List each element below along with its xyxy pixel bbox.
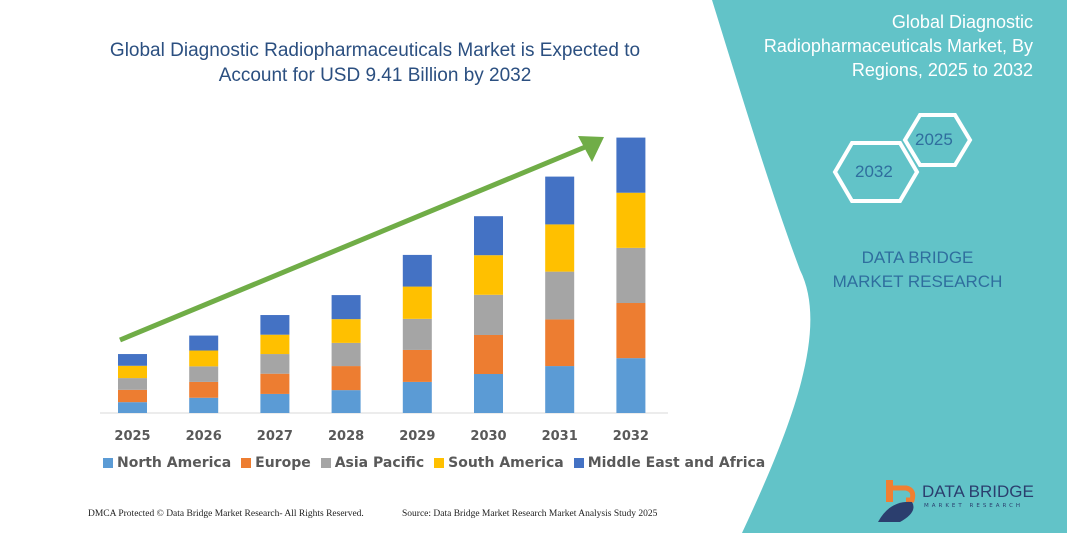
legend-item-middle-east-africa: Middle East and Africa xyxy=(573,455,766,471)
legend-label: Europe xyxy=(255,455,311,471)
legend-item-south-america: South America xyxy=(434,455,564,471)
legend-item-asia-pacific: Asia Pacific xyxy=(320,455,425,471)
bar-2032-middle-east-and-africa xyxy=(616,137,646,193)
x-tick-label: 2030 xyxy=(470,429,506,444)
hexagon-2025 xyxy=(902,113,973,167)
legend-label: Asia Pacific xyxy=(334,455,425,471)
bar-2028-north-america xyxy=(331,390,361,413)
footer-copyright: DMCA Protected © Data Bridge Market Rese… xyxy=(88,509,364,519)
bar-2029-asia-pacific xyxy=(402,318,432,350)
bar-2031-europe xyxy=(545,319,575,367)
bar-2028-middle-east-and-africa xyxy=(331,295,361,320)
bar-2025-asia-pacific xyxy=(118,378,147,390)
bar-2031-north-america xyxy=(545,366,575,413)
bar-2030-middle-east-and-africa xyxy=(474,216,503,256)
bar-2026-north-america xyxy=(189,397,219,413)
legend-label: North America xyxy=(117,455,232,471)
bar-2028-europe xyxy=(331,366,361,391)
hex-label-start: 2025 xyxy=(915,130,953,149)
bar-2030-europe xyxy=(474,334,503,374)
x-tick-label: 2028 xyxy=(328,429,364,444)
trend-arrow-head xyxy=(578,136,604,162)
bar-2028-asia-pacific xyxy=(331,342,361,367)
bar-2027-middle-east-and-africa xyxy=(260,315,290,335)
x-tick-label: 2029 xyxy=(399,429,435,444)
bar-2032-europe xyxy=(616,303,646,359)
hexagon-2032 xyxy=(832,141,920,203)
bar-2032-asia-pacific xyxy=(616,247,646,304)
legend-item-europe: Europe xyxy=(241,455,311,471)
bar-2027-south-america xyxy=(260,334,290,355)
x-tick-label: 2031 xyxy=(542,429,578,444)
chart-title: Global Diagnostic Radiopharmaceuticals M… xyxy=(109,40,641,86)
side-panel-background xyxy=(712,0,1067,533)
bar-2025-south-america xyxy=(118,365,147,379)
bar-2026-europe xyxy=(189,381,219,398)
bar-2030-north-america xyxy=(474,373,503,413)
bar-2031-asia-pacific xyxy=(545,271,575,320)
logo-tagline: MARKET RESEARCH xyxy=(924,503,1024,509)
legend-swatch xyxy=(320,458,331,468)
legend-swatch xyxy=(434,458,445,468)
logo-icon xyxy=(878,480,916,522)
bar-2027-north-america xyxy=(260,393,290,413)
x-tick-label: 2025 xyxy=(114,429,150,444)
bar-2025-north-america xyxy=(118,402,147,413)
footer-source: Source: Data Bridge Market Research Mark… xyxy=(402,509,658,519)
bar-2026-south-america xyxy=(189,350,219,367)
x-tick-label: 2032 xyxy=(613,429,649,444)
bar-2030-south-america xyxy=(474,255,503,295)
brand-text: DATA BRIDGE MARKET RESEARCH xyxy=(832,248,1003,291)
legend-swatch xyxy=(103,458,113,468)
x-tick-label: 2027 xyxy=(257,429,293,444)
bar-2029-europe xyxy=(402,349,432,382)
hex-label-end: 2032 xyxy=(855,162,893,181)
bar-2029-middle-east-and-africa xyxy=(402,254,432,287)
legend: North America Europe Asia Pacific South … xyxy=(103,455,765,471)
bar-2028-south-america xyxy=(331,319,361,343)
legend-label: South America xyxy=(448,455,564,471)
x-tick-label: 2026 xyxy=(186,429,222,444)
side-panel-title: Global Diagnostic Radiopharmaceuticals M… xyxy=(763,12,1033,80)
bar-2030-asia-pacific xyxy=(474,294,503,335)
bar-2026-middle-east-and-africa xyxy=(189,335,219,351)
logo-name: DATA BRIDGE xyxy=(922,482,1034,501)
bar-2032-north-america xyxy=(616,358,646,413)
bar-2029-north-america xyxy=(402,381,432,413)
bar-2032-south-america xyxy=(616,192,646,248)
bar-2027-asia-pacific xyxy=(260,354,290,374)
legend-swatch xyxy=(573,458,584,468)
legend-swatch xyxy=(241,458,252,468)
bar-2027-europe xyxy=(260,373,290,394)
legend-label: Middle East and Africa xyxy=(587,455,766,471)
trend-arrow xyxy=(119,142,591,343)
bar-2031-middle-east-and-africa xyxy=(545,176,575,225)
bar-2029-south-america xyxy=(402,286,432,319)
bar-2025-europe xyxy=(118,389,147,403)
bar-2025-middle-east-and-africa xyxy=(118,354,147,366)
legend-item-north-america: North America xyxy=(103,455,231,471)
bar-2031-south-america xyxy=(545,224,575,272)
bar-2026-asia-pacific xyxy=(189,366,219,382)
